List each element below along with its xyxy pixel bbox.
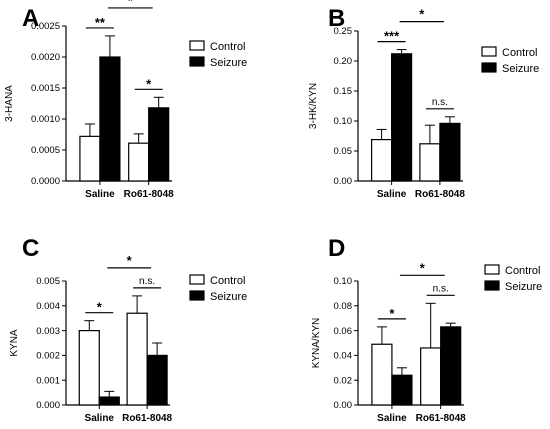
legend-label-seizure: Seizure xyxy=(505,281,542,293)
legend-label-seizure: Seizure xyxy=(210,57,247,69)
y-tick-label: 0.0025 xyxy=(31,21,60,32)
y-tick-label: 0.0005 xyxy=(31,145,60,156)
y-tick-label: 0.10 xyxy=(334,116,353,127)
y-tick-label: 0.004 xyxy=(36,301,60,312)
bar-seizure-0 xyxy=(391,53,413,182)
y-tick-label: 0.08 xyxy=(334,301,353,312)
bar-control-0 xyxy=(371,343,393,406)
legend-label-seizure: Seizure xyxy=(502,63,539,75)
y-axis-title: 3-HANA xyxy=(4,85,15,122)
bar-control-1 xyxy=(420,347,442,406)
x-tick-label: Saline xyxy=(377,413,407,424)
x-tick-label: Saline xyxy=(377,189,407,200)
significance-label: n.s. xyxy=(433,283,449,294)
y-tick-label: 0.0000 xyxy=(31,176,60,187)
legend-swatch-seizure xyxy=(189,290,205,301)
x-tick-label: Saline xyxy=(85,189,115,200)
y-tick-label: 0.00 xyxy=(334,176,353,187)
legend-label-control: Control xyxy=(505,265,540,277)
y-tick-label: 0.06 xyxy=(334,326,353,337)
bar-control-0 xyxy=(371,139,393,182)
bar-seizure-0 xyxy=(391,374,413,406)
bar-control-1 xyxy=(126,312,148,406)
panel-letter: C xyxy=(22,235,39,262)
panel-c: C 0.000 0.001 0.002 0.003 0.004 0.005 KYNA Salin… xyxy=(9,235,247,424)
legend-swatch-seizure xyxy=(189,56,205,67)
significance-label: ** xyxy=(95,15,106,30)
y-tick-label: 0.001 xyxy=(36,375,60,386)
significance-label: * xyxy=(97,300,103,315)
x-tick-label: Ro61-8048 xyxy=(124,189,174,200)
y-tick-label: 0.00 xyxy=(334,400,353,411)
y-tick-label: 0.02 xyxy=(334,375,353,386)
bar-seizure-0 xyxy=(99,56,121,182)
significance-label: n.s. xyxy=(139,276,155,287)
y-tick-label: 0.05 xyxy=(334,146,353,157)
significance-label-between: * xyxy=(128,0,134,8)
significance-label-between: * xyxy=(420,260,426,275)
legend-swatch-control xyxy=(481,46,497,57)
panel-letter: A xyxy=(22,5,39,32)
x-tick-label: Ro61-8048 xyxy=(122,413,172,424)
bar-seizure-1 xyxy=(148,107,170,182)
y-tick-label: 0.04 xyxy=(334,351,353,362)
bar-control-0 xyxy=(78,330,100,406)
legend-swatch-control xyxy=(189,40,205,51)
y-tick-label: 0.0015 xyxy=(31,83,60,94)
x-tick-label: Saline xyxy=(85,413,115,424)
y-tick-label: 0.0020 xyxy=(31,52,60,63)
panel-b: B 0.00 0.05 0.10 0.15 0.20 0.25 3-HK/KYN Saline R… xyxy=(308,5,539,200)
y-tick-label: 0.003 xyxy=(36,326,60,337)
y-tick-label: 0.005 xyxy=(36,276,60,287)
bar-seizure-1 xyxy=(146,354,168,406)
legend-swatch-control xyxy=(484,264,500,275)
significance-label: * xyxy=(146,76,152,91)
bar-control-1 xyxy=(128,142,150,182)
x-tick-label: Ro61-8048 xyxy=(416,413,466,424)
panel-d: D 0.00 0.02 0.04 0.06 0.08 0.10 KYNA/KYN Saline R… xyxy=(311,235,542,424)
x-tick-label: Ro61-8048 xyxy=(415,189,465,200)
y-tick-label: 0.25 xyxy=(334,26,353,37)
y-tick-label: 0.20 xyxy=(334,56,353,67)
y-tick-label: 0.000 xyxy=(36,400,60,411)
y-tick-label: 0.10 xyxy=(334,276,353,287)
legend-label-control: Control xyxy=(210,275,245,287)
significance-label: * xyxy=(389,306,395,321)
bar-control-1 xyxy=(419,143,441,182)
panel-letter: D xyxy=(328,235,345,262)
y-axis-title: KYNA xyxy=(9,329,20,357)
bar-seizure-0 xyxy=(98,396,120,406)
legend-label-seizure: Seizure xyxy=(210,291,247,303)
y-tick-label: 0.15 xyxy=(334,86,353,97)
panel-letter: B xyxy=(328,5,345,32)
legend-swatch-seizure xyxy=(481,62,497,73)
bar-seizure-1 xyxy=(439,122,461,182)
panel-a: A 0.0000 0.0005 0.0010 0.0015 0.0020 0.0025 3-H… xyxy=(4,0,247,200)
y-tick-label: 0.0010 xyxy=(31,114,60,125)
legend-swatch-seizure xyxy=(484,280,500,291)
bar-control-0 xyxy=(79,135,101,182)
y-tick-label: 0.002 xyxy=(36,351,60,362)
y-axis-title: KYNA/KYN xyxy=(311,318,322,369)
significance-label: *** xyxy=(384,29,400,44)
legend-label-control: Control xyxy=(210,41,245,53)
legend-swatch-control xyxy=(189,274,205,285)
bar-seizure-1 xyxy=(440,326,462,406)
significance-label-between: * xyxy=(419,7,425,22)
y-axis-title: 3-HK/KYN xyxy=(308,83,319,129)
significance-label-between: * xyxy=(127,253,133,268)
legend-label-control: Control xyxy=(502,47,537,59)
significance-label: n.s. xyxy=(432,97,448,108)
